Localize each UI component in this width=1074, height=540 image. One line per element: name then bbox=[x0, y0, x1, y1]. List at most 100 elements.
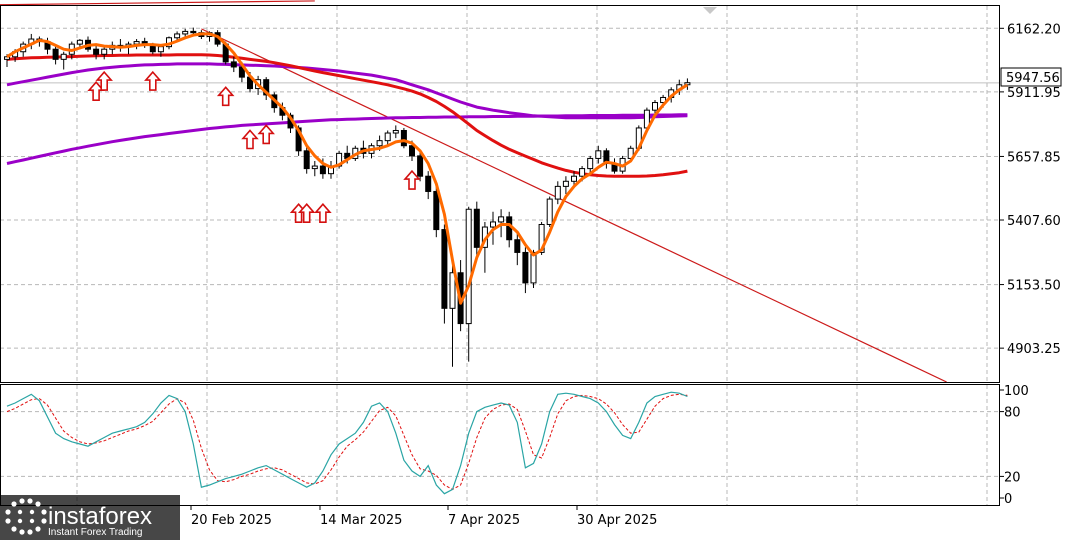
candle bbox=[433, 186, 440, 238]
candle bbox=[311, 160, 318, 177]
candle-body bbox=[554, 185, 561, 200]
candle-body bbox=[587, 157, 594, 170]
up-arrow-icon bbox=[297, 202, 316, 223]
instaforex-logo-icon bbox=[5, 498, 47, 535]
price-axis: 6162.20 5911.95 5657.85 5407.60 5153.50 4903.… bbox=[1000, 22, 1061, 357]
moving-average-line bbox=[6, 32, 689, 305]
candle bbox=[392, 125, 399, 139]
oscillator-level-label: 80 bbox=[1004, 406, 1021, 421]
candle-body bbox=[441, 229, 448, 309]
oscillator-level-label: 20 bbox=[1004, 470, 1021, 485]
price-tick-label: 4903.25 bbox=[1007, 342, 1061, 357]
price-tick-label: 5657.85 bbox=[1007, 150, 1061, 165]
candle-body bbox=[433, 190, 440, 231]
shift-marker-icon[interactable] bbox=[703, 7, 717, 14]
candle-body bbox=[376, 140, 383, 147]
candle-body bbox=[425, 175, 432, 192]
candle bbox=[595, 145, 602, 164]
oscillator-plot[interactable] bbox=[6, 391, 688, 495]
moving-average-line bbox=[6, 62, 688, 120]
up-arrow-icon bbox=[95, 70, 113, 91]
up-arrow-icon bbox=[216, 86, 235, 107]
oscillator-level-label: 0 bbox=[1004, 492, 1012, 507]
candle bbox=[425, 171, 432, 200]
candle-body bbox=[52, 48, 59, 60]
candle bbox=[52, 44, 59, 65]
candle bbox=[303, 145, 310, 174]
date-label: 7 Apr 2025 bbox=[448, 513, 520, 528]
candle bbox=[93, 44, 100, 60]
current-price-value: 5947.56 bbox=[1006, 71, 1060, 86]
candle-body bbox=[319, 165, 326, 175]
candle bbox=[514, 232, 521, 266]
trend-line bbox=[0, 0, 315, 6]
watermark-tagline: Instant Forex Trading bbox=[48, 527, 143, 538]
date-label: 20 Feb 2025 bbox=[191, 513, 272, 528]
up-arrow-icon bbox=[314, 202, 332, 223]
candle-body bbox=[652, 102, 658, 111]
candle-body bbox=[60, 53, 67, 60]
candle-body bbox=[498, 216, 505, 223]
candle-body bbox=[546, 198, 553, 225]
candle-body bbox=[4, 56, 10, 60]
candle bbox=[652, 100, 658, 116]
candle-body bbox=[409, 145, 415, 157]
candle bbox=[546, 196, 553, 228]
candle-body bbox=[174, 33, 181, 39]
oscillator-pane-frame bbox=[0, 384, 1000, 506]
up-arrow-icon bbox=[241, 129, 259, 150]
oscillator-main-line bbox=[6, 391, 688, 495]
candle bbox=[522, 247, 529, 294]
candle-body bbox=[538, 223, 545, 253]
candle-body bbox=[417, 155, 424, 177]
candle bbox=[60, 51, 67, 70]
price-plot[interactable] bbox=[0, 0, 947, 383]
price-tick-label: 5153.50 bbox=[1007, 279, 1061, 294]
candle-body bbox=[230, 61, 237, 68]
candle bbox=[562, 176, 569, 194]
candle-body bbox=[595, 150, 602, 159]
candle-body bbox=[522, 251, 529, 284]
date-axis: 20 Feb 2025 14 Mar 2025 7 Apr 2025 30 Apr 2… bbox=[190, 505, 657, 528]
candle-body bbox=[190, 30, 197, 34]
candle bbox=[417, 150, 424, 182]
candle-body bbox=[449, 272, 456, 309]
moving-average-line bbox=[6, 113, 688, 165]
candle bbox=[473, 201, 480, 261]
price-tick-label: 6162.20 bbox=[1007, 22, 1061, 37]
candle-body bbox=[530, 251, 537, 284]
up-arrow-icon bbox=[257, 124, 275, 145]
oscillator-grid bbox=[0, 385, 1000, 505]
candle-body bbox=[392, 129, 399, 134]
candle-body bbox=[571, 175, 577, 182]
price-pane-frame bbox=[0, 5, 1000, 383]
up-arrow-icon bbox=[403, 169, 421, 190]
candle-body bbox=[182, 30, 189, 35]
candle-body bbox=[76, 39, 83, 45]
candle-body bbox=[465, 208, 472, 325]
current-price-label: 5947.56 bbox=[1000, 67, 1062, 87]
oscillator-level-label: 100 bbox=[1004, 384, 1029, 399]
candle bbox=[587, 155, 594, 174]
watermark-brand: instaforex bbox=[48, 503, 152, 530]
candle bbox=[554, 181, 561, 205]
watermark: instaforex Instant Forex Trading bbox=[0, 495, 180, 540]
candle bbox=[400, 127, 407, 149]
trend-line bbox=[201, 28, 947, 383]
candle bbox=[263, 77, 270, 100]
candle-body bbox=[684, 82, 691, 86]
candle-body bbox=[263, 79, 270, 96]
candle-body bbox=[157, 46, 164, 53]
candle-body bbox=[93, 48, 100, 55]
candle-body bbox=[660, 96, 667, 104]
up-arrow-icon bbox=[144, 70, 162, 91]
candle bbox=[684, 78, 691, 90]
candle-body bbox=[562, 180, 569, 187]
date-label: 30 Apr 2025 bbox=[577, 513, 657, 528]
candle-body bbox=[384, 132, 391, 142]
candle bbox=[571, 171, 577, 187]
price-tick-label: 5407.60 bbox=[1007, 214, 1061, 229]
oscillator-axis: 100 80 20 0 bbox=[1000, 384, 1029, 507]
candle-body bbox=[506, 216, 513, 241]
